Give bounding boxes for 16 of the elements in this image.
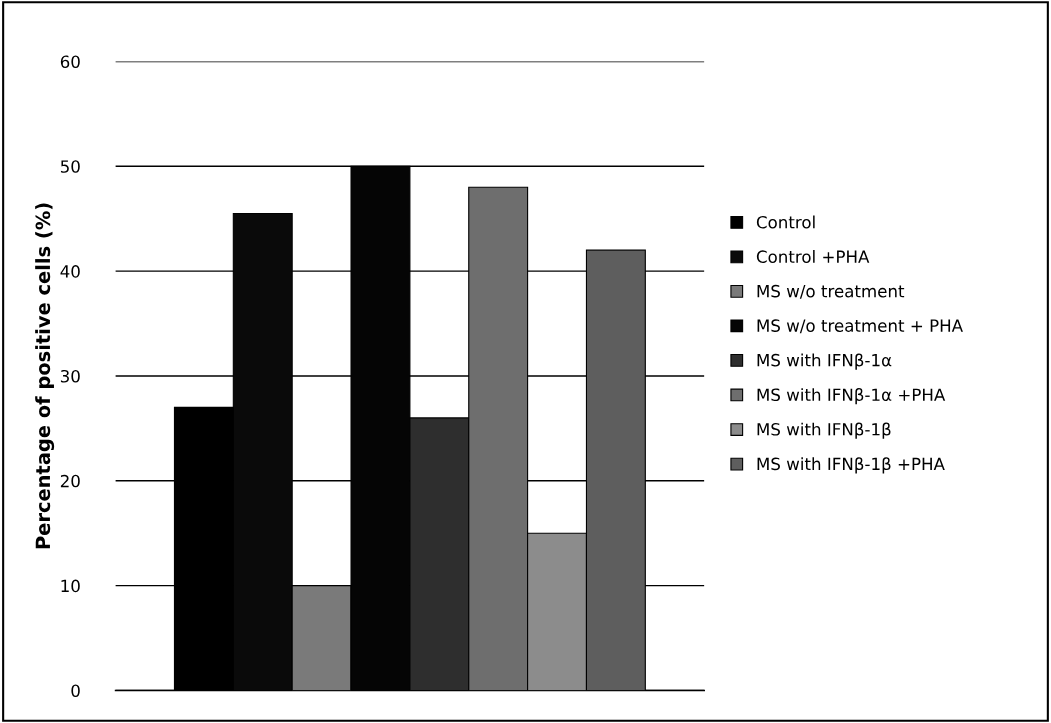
legend-label: Control +PHA xyxy=(756,250,870,263)
y-axis-title: Percentage of positive cells (%) xyxy=(35,203,55,549)
legend-label: MS with IFNβ-1α +PHA xyxy=(757,388,946,405)
y-tick-label: 0 xyxy=(71,684,80,698)
legend-label: MS with IFNβ-1α xyxy=(757,353,892,370)
legend-label: MS with IFNβ-1β +PHA xyxy=(757,457,945,474)
legend-label: MS with IFNβ-1β xyxy=(757,422,891,439)
y-tick-label: 10 xyxy=(61,579,80,593)
y-tick-label: 60 xyxy=(60,55,80,69)
y-tick-label: 40 xyxy=(60,265,80,278)
legend-label: MS w/o treatment xyxy=(757,284,905,299)
y-tick-label: 20 xyxy=(60,474,80,488)
legend-label: Control xyxy=(756,215,815,229)
y-tick-label: 50 xyxy=(60,160,80,173)
legend-label: MS w/o treatment + PHA xyxy=(757,319,963,334)
y-tick-label: 30 xyxy=(60,369,80,383)
